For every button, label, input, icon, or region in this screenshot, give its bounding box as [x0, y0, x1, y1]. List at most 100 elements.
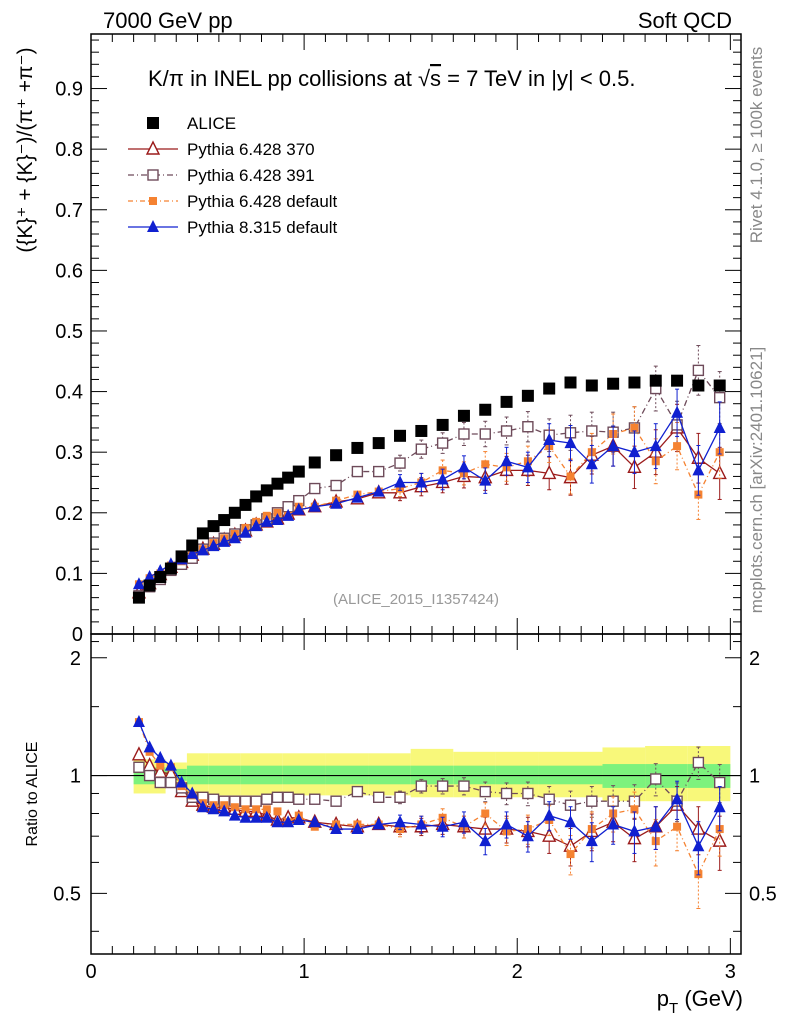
point-alice	[218, 514, 231, 527]
point-p8def	[186, 547, 199, 559]
legend-item-p391: Pythia 6.428 391	[128, 166, 315, 185]
point-alice	[479, 403, 492, 416]
x-axis-label-main: p	[657, 986, 669, 1011]
point-p8def	[671, 405, 684, 418]
point-p391	[154, 776, 166, 789]
main-y-tick-label: 0.1	[55, 563, 83, 585]
point-p8def	[250, 810, 263, 823]
point-p391	[500, 425, 513, 437]
point-p6def	[673, 822, 682, 831]
point-p391	[415, 443, 428, 455]
point-p8def	[271, 513, 284, 526]
point-p8def	[713, 800, 726, 813]
point-p8def	[239, 525, 252, 538]
point-alice	[250, 490, 263, 503]
point-p8def	[260, 514, 273, 527]
point-alice	[143, 579, 156, 592]
point-p370	[131, 746, 147, 761]
series-alice	[132, 374, 726, 604]
x-tick-label: 0	[85, 961, 96, 983]
point-p6def	[273, 807, 282, 816]
point-alice	[330, 449, 343, 462]
point-p8def	[186, 786, 199, 799]
point-alice	[628, 376, 641, 389]
point-p8def	[628, 824, 641, 837]
point-p8def	[282, 815, 295, 828]
point-p6def	[630, 805, 639, 814]
point-alice	[436, 418, 449, 431]
point-p8def	[132, 715, 145, 728]
legend-item-p370: Pythia 6.428 370	[128, 140, 315, 159]
point-p8def	[436, 819, 449, 832]
point-p391	[436, 780, 449, 792]
point-p391	[692, 756, 705, 769]
point-p6def	[481, 460, 490, 469]
point-p8def	[436, 472, 449, 485]
point-p6def	[566, 472, 575, 481]
point-p8def	[143, 570, 156, 583]
point-alice	[260, 484, 273, 497]
ratio-y-tick-label-right: 2	[749, 648, 760, 670]
point-p391	[586, 795, 598, 807]
analysis-annotation: (ALICE_2015_I1357424)	[333, 591, 499, 608]
point-p8def	[228, 808, 241, 821]
ratio-y-axis-label: Ratio to ALICE	[24, 742, 41, 847]
point-p391	[373, 791, 385, 803]
main-y-tick-label: 0	[72, 624, 83, 646]
point-p391	[271, 791, 284, 803]
point-p370	[712, 832, 727, 847]
ratio-plot-panel: 0.5 0.5 1 1 2 2 0 1 2 3 Ratio to ALICE	[24, 633, 777, 983]
point-alice	[671, 374, 684, 387]
point-p391	[309, 793, 321, 805]
point-p8def	[649, 819, 662, 832]
point-p391	[522, 787, 534, 800]
point-p391	[713, 391, 726, 404]
point-p391	[458, 428, 470, 440]
point-p6def	[230, 803, 239, 812]
point-p8def	[228, 531, 241, 544]
point-alice	[164, 562, 177, 575]
point-p8def	[607, 817, 620, 830]
point-p391	[309, 482, 321, 495]
point-p8def	[196, 543, 209, 556]
point-p8def	[479, 473, 492, 486]
point-p8def	[543, 808, 556, 821]
point-p8def	[164, 758, 177, 771]
point-p8def	[143, 740, 156, 753]
point-p8def	[457, 460, 470, 473]
point-p391	[250, 795, 262, 807]
point-p8def	[271, 815, 284, 828]
point-p8def	[351, 490, 364, 503]
point-p8def	[218, 534, 231, 547]
point-p8def	[692, 839, 705, 852]
point-p8def	[585, 457, 598, 470]
legend-item-alice: ALICE	[147, 114, 236, 133]
rivet-label: Rivet 4.1.0, ≥ 100k events	[747, 47, 766, 243]
point-p6def	[241, 805, 250, 814]
point-p8def	[308, 815, 321, 828]
point-p8def	[207, 539, 220, 552]
main-plot-panel: 0 0.1 0.2 0.3 0.4 0.5 0.6 0.7 0.8 0.9 K/π in INEL…	[14, 33, 742, 646]
point-p8def	[394, 815, 407, 828]
point-p391	[351, 785, 364, 798]
mcplots-label: mcplots.cern.ch [arXiv:2401.10621]	[747, 347, 766, 613]
legend-label-p391: Pythia 6.428 391	[187, 166, 315, 185]
point-alice	[500, 395, 513, 408]
point-p8def	[713, 420, 726, 433]
point-p391	[261, 793, 273, 805]
main-y-tick-label: 0.6	[55, 260, 83, 282]
point-alice	[351, 441, 364, 454]
x-tick-label: 3	[725, 961, 736, 983]
ratio-frame	[90, 633, 742, 955]
point-alice	[415, 424, 428, 437]
point-p8def	[260, 810, 273, 823]
point-p8def	[415, 817, 428, 830]
point-p370	[712, 464, 727, 480]
point-alice	[372, 437, 385, 450]
point-p8def	[292, 812, 305, 825]
point-p391	[143, 769, 156, 782]
point-alice	[521, 389, 534, 402]
point-p8def	[500, 817, 513, 830]
point-p391	[133, 761, 145, 773]
point-p8def	[196, 800, 209, 813]
